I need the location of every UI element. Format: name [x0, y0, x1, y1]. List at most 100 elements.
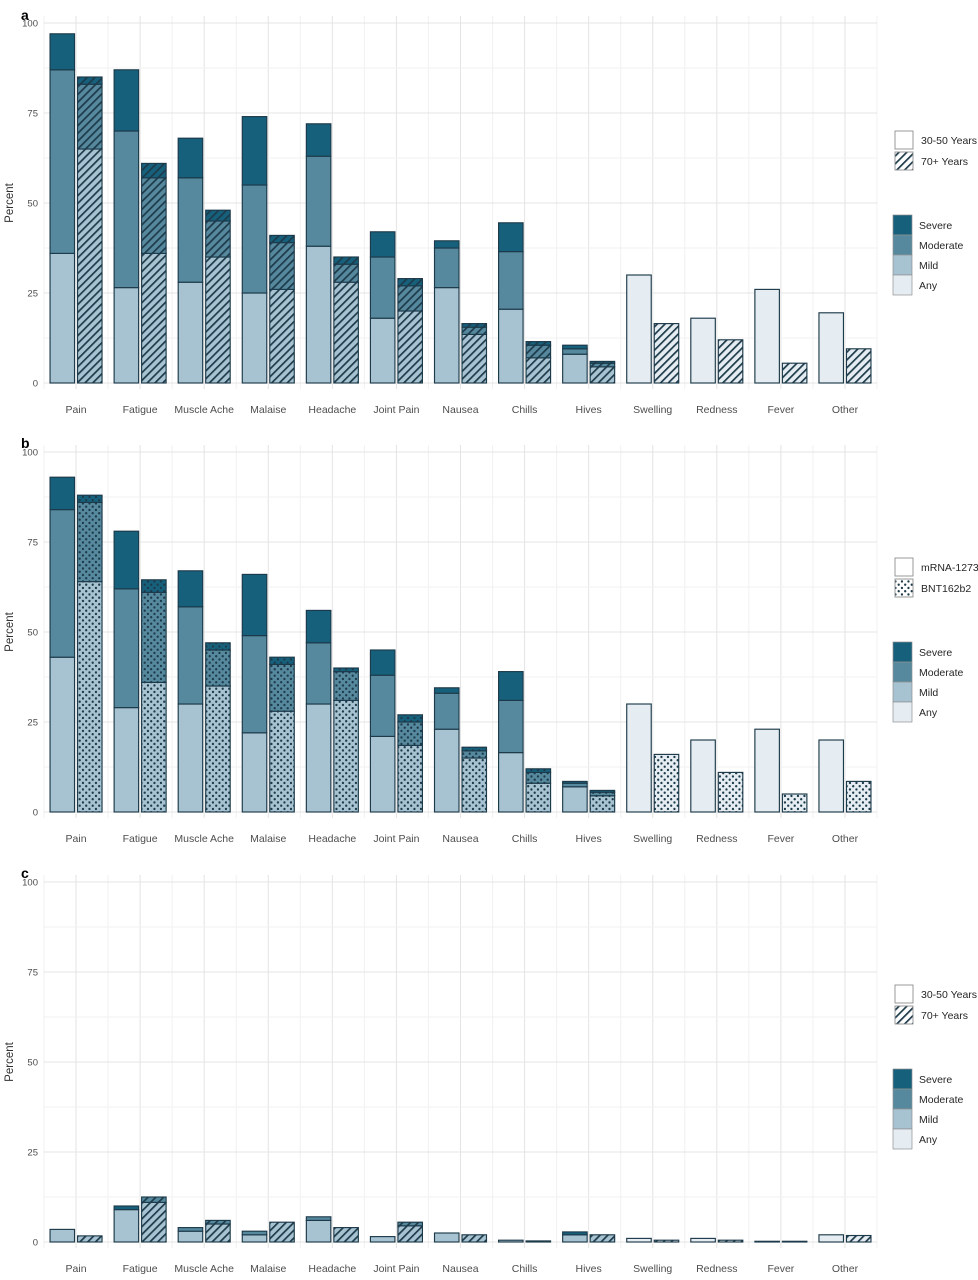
bar-segment-moderate — [241, 1230, 268, 1236]
bar-segment-severe — [461, 323, 488, 328]
legend-swatch-any — [892, 701, 913, 723]
bar-segment-severe — [589, 360, 616, 364]
bar-segment-moderate — [397, 721, 423, 746]
category-label: Headache — [308, 1263, 356, 1275]
bar-segment-moderate — [369, 256, 396, 319]
category-label: Hives — [576, 833, 602, 845]
bar-segment-severe — [498, 671, 524, 701]
bar-segment-mild — [433, 1232, 460, 1243]
legend-swatch-severe — [892, 641, 913, 663]
bar-segment-any — [653, 323, 680, 384]
bar-segment-moderate — [369, 674, 396, 737]
bar-segment-any — [717, 771, 744, 813]
bar-segment-mild — [241, 292, 268, 384]
y-tick-label: 100 — [22, 19, 38, 30]
bar-segment-any — [818, 739, 845, 813]
bar-segment-mild — [461, 757, 488, 813]
bar-segment-severe — [333, 256, 359, 265]
bar-segment-mild — [305, 1219, 332, 1243]
bar-segment-severe — [433, 687, 460, 694]
bar-segment-moderate — [525, 771, 552, 784]
bar-segment-mild — [113, 1209, 140, 1243]
bar-segment-severe — [525, 768, 552, 773]
bar-segment-any — [626, 274, 652, 384]
bar-segment-moderate — [461, 750, 488, 759]
legend-label: Severe — [919, 220, 952, 232]
y-tick-label: 25 — [27, 289, 38, 300]
legend-label: 70+ Years — [921, 156, 968, 168]
bar-segment-mild — [76, 1235, 103, 1243]
bar-segment-severe — [305, 123, 332, 157]
bar-segment-mild — [525, 782, 552, 813]
category-label: Chills — [512, 1263, 538, 1275]
bar-segment-mild — [562, 353, 588, 384]
legend-swatch-any — [892, 274, 913, 296]
category-label: Fever — [767, 404, 794, 416]
bar-segment-severe — [562, 344, 588, 350]
bar-segment-moderate — [333, 671, 359, 701]
category-label: Pain — [66, 833, 87, 845]
bar-segment-moderate — [333, 263, 359, 283]
bar-segment-mild — [205, 256, 231, 384]
bar-segment-mild — [269, 288, 295, 384]
bar-segment-moderate — [562, 348, 588, 355]
y-tick-label: 75 — [27, 538, 38, 549]
bar-segment-any — [845, 780, 872, 813]
bar-segment-any — [781, 362, 808, 384]
category-label: Joint Pain — [373, 1263, 419, 1275]
bar-segment-moderate — [241, 184, 268, 294]
bar-segment-mild — [49, 656, 76, 813]
bar-segment-moderate — [113, 588, 140, 709]
bar-segment-mild — [177, 703, 204, 813]
bar-segment-moderate — [433, 247, 460, 289]
bar-segment-mild — [498, 752, 524, 813]
bar-segment-moderate — [141, 177, 167, 254]
y-tick-label: 50 — [27, 628, 38, 639]
bar-segment-mild — [369, 1236, 396, 1243]
legend-swatch-moderate — [892, 1088, 913, 1110]
legend-swatch-any — [892, 1128, 913, 1150]
gridlines — [43, 445, 878, 818]
gridlines — [43, 875, 878, 1248]
bar-segment-any — [626, 1237, 652, 1243]
bar-segment-severe — [241, 116, 268, 186]
bar-segment-severe — [333, 667, 359, 673]
category-label: Headache — [308, 833, 356, 845]
bar-segment-any — [653, 753, 680, 813]
bar-segment-moderate — [498, 251, 524, 310]
legend-label: 70+ Years — [921, 1010, 968, 1022]
bar-segment-any — [845, 1234, 872, 1243]
category-label: Hives — [576, 404, 602, 416]
panel-letter: a — [21, 7, 29, 23]
bar-segment-mild — [205, 685, 231, 813]
bar-segment-severe — [113, 69, 140, 132]
legend-swatch-severe — [892, 214, 913, 236]
category-label: Redness — [696, 404, 737, 416]
bar-segment-any — [818, 312, 845, 384]
bar-segment-severe — [269, 656, 295, 665]
legend-label: Mild — [919, 260, 938, 272]
legend-label: Mild — [919, 687, 938, 699]
bar-segment-moderate — [397, 285, 423, 312]
bar-segment-mild — [562, 1234, 588, 1243]
bar-segment-mild — [461, 333, 488, 384]
y-axis-title: Percent — [4, 611, 16, 651]
bar-segment-moderate — [49, 69, 76, 254]
bar-segment-severe — [177, 570, 204, 608]
bar-segment-mild — [141, 252, 167, 384]
bar-segment-any — [717, 1239, 744, 1243]
bar-segment-mild — [141, 1201, 167, 1243]
bar-segment-severe — [205, 209, 231, 222]
category-label: Malaise — [250, 404, 286, 416]
legend-swatch-solid — [894, 984, 914, 1004]
category-label: Chills — [512, 404, 538, 416]
bar-segment-mild — [498, 1239, 524, 1243]
bar-segment-moderate — [525, 344, 552, 359]
bar-segment-severe — [562, 780, 588, 784]
bar-segment-moderate — [177, 177, 204, 283]
category-label: Malaise — [250, 1263, 286, 1275]
bars — [49, 476, 872, 813]
bar-segment-severe — [369, 231, 396, 258]
legend-label: BNT162b2 — [921, 583, 971, 595]
severity-legend: Severe Moderate Mild Any — [892, 1068, 964, 1150]
